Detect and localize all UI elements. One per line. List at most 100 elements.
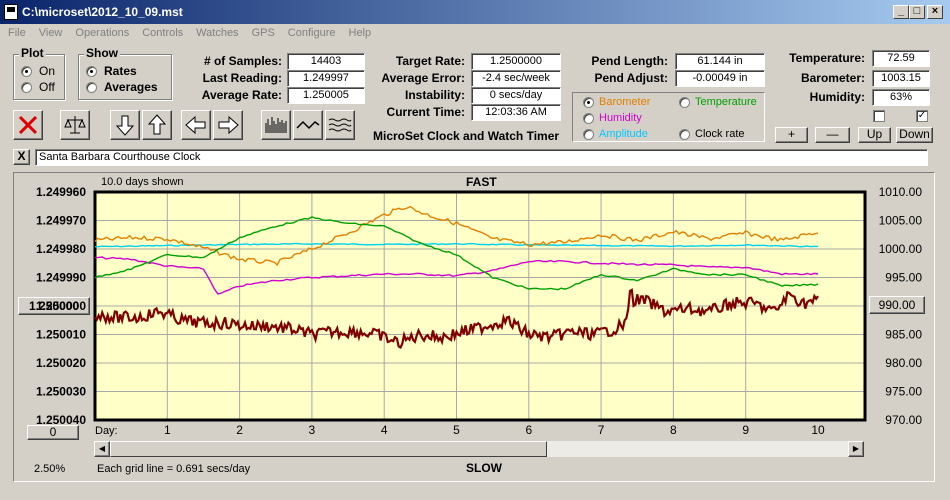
barometer-label: Barometer: (800, 71, 865, 85)
current-time-field: 12:03:36 AM (471, 104, 561, 121)
overlay-humidity-label: Humidity (599, 112, 642, 124)
maximize-button[interactable]: □ (909, 5, 925, 19)
overlay-humidity-radio[interactable] (583, 113, 594, 124)
clear-clock-name-button[interactable]: X (13, 149, 30, 165)
x-tick-label: 4 (381, 423, 388, 437)
overlay-temperature-radio[interactable] (679, 97, 690, 108)
scroll-reset-button[interactable]: 0 (27, 425, 79, 440)
right-tick-label: 985.00 (885, 328, 922, 342)
left-tick-label: 1.250000 (36, 299, 86, 313)
left-tick-label: 1.250030 (36, 385, 86, 399)
overlay-barometer-radio[interactable] (583, 97, 594, 108)
series-line-rate (94, 288, 819, 350)
right-tick-label: 1010.00 (879, 185, 923, 199)
menu-configure[interactable]: Configure (287, 27, 336, 39)
arrow-down-button[interactable] (110, 110, 140, 140)
last-reading-field: 1.249997 (287, 70, 365, 87)
menu-file[interactable]: File (8, 27, 26, 39)
multi-wave-icon (328, 118, 352, 132)
overlay-temperature-label: Temperature (695, 96, 757, 108)
scroll-left-arrow[interactable]: ◀ (94, 441, 110, 457)
series-line-amp (95, 242, 819, 248)
average-rate-label: Average Rate: (201, 88, 282, 102)
right-tick-label: 980.00 (885, 356, 922, 370)
menu-watches[interactable]: Watches (196, 27, 239, 39)
days-shown-label: 10.0 days shown (101, 176, 184, 188)
minus-button[interactable]: — (815, 127, 850, 143)
grid-note-label: Each grid line = 0.691 secs/day (97, 463, 251, 475)
arrow-up-button[interactable] (142, 110, 172, 140)
balance-scale-icon (64, 116, 86, 134)
histogram-icon (265, 117, 287, 133)
show-group-title: Show (84, 46, 120, 60)
scroll-right-arrow[interactable]: ▶ (848, 441, 864, 457)
plot-on-radio[interactable] (21, 66, 32, 77)
app-icon[interactable] (4, 4, 18, 20)
up-button[interactable]: Up (858, 127, 891, 143)
left-tick-label: 1.250010 (36, 328, 86, 342)
plus-button[interactable]: + (775, 127, 808, 143)
day-label: Day: (95, 425, 118, 437)
minimize-button[interactable]: _ (893, 5, 909, 19)
samples-label: # of Samples: (203, 54, 282, 68)
overlay-amplitude-label: Amplitude (599, 128, 648, 140)
series-line-baro (94, 205, 819, 267)
left-tick-label: 1.249970 (36, 214, 86, 228)
arrow-left-icon (185, 115, 206, 135)
show-rates-radio[interactable] (86, 66, 97, 77)
right-tick-label: 995.00 (885, 271, 922, 285)
scale-button[interactable] (60, 110, 90, 140)
red-x-icon (18, 115, 38, 135)
right-tick-label: 1000.00 (879, 242, 923, 256)
histogram-button[interactable] (261, 110, 291, 140)
overlay-barometer-label: Barometer (599, 96, 651, 108)
down-button[interactable]: Down (896, 127, 933, 143)
clear-button[interactable] (13, 110, 43, 140)
right-tick-label: 1005.00 (879, 214, 923, 228)
show-group (78, 54, 172, 100)
arrow-down-icon (115, 115, 135, 136)
arrow-right-button[interactable] (213, 110, 243, 140)
overlay-amplitude-radio[interactable] (583, 129, 594, 140)
scroll-thumb[interactable] (110, 441, 547, 457)
last-reading-label: Last Reading: (202, 71, 282, 85)
left-tick-label: 1.250020 (36, 356, 86, 370)
pend-adjust-field: -0.00049 in (675, 70, 765, 87)
slow-label: SLOW (466, 461, 502, 475)
x-tick-label: 2 (236, 423, 243, 437)
fast-label: FAST (466, 175, 497, 189)
barometer-field: 1003.15 (872, 70, 930, 87)
menu-gps[interactable]: GPS (251, 27, 275, 39)
target-rate-field[interactable]: 1.2500000 (471, 53, 561, 70)
overlay-clockrate-radio[interactable] (679, 129, 690, 140)
average-error-field: -2.4 sec/week (471, 70, 561, 87)
pend-length-field[interactable]: 61.144 in (675, 53, 765, 70)
right-checkbox[interactable]: ✓ (916, 110, 928, 122)
menu-help[interactable]: Help (348, 27, 372, 39)
window-close-button[interactable]: × (927, 5, 943, 19)
left-tick-label: 1.250040 (36, 413, 86, 427)
x-tick-label: 8 (670, 423, 677, 437)
right-axis-center-button[interactable]: 990.00 (869, 296, 925, 314)
overlay-clockrate-label: Clock rate (695, 128, 745, 140)
average-rate-field: 1.250005 (287, 87, 365, 104)
smooth-plot-button[interactable] (293, 110, 323, 140)
multi-trace-button[interactable] (325, 110, 355, 140)
menu-operations[interactable]: Operations (75, 27, 130, 39)
left-checkbox[interactable] (873, 110, 885, 122)
series-line-hum (94, 256, 819, 295)
clock-name-input[interactable]: Santa Barbara Courthouse Clock (35, 149, 928, 166)
show-averages-radio[interactable] (86, 82, 97, 93)
show-averages-label: Averages (104, 80, 158, 94)
plot-on-label: On (39, 64, 56, 78)
menu-view[interactable]: View (38, 27, 63, 39)
arrow-left-button[interactable] (181, 110, 211, 140)
current-time-label: Current Time: (386, 105, 465, 119)
arrow-up-icon (147, 114, 167, 135)
humidity-label: Humidity: (809, 90, 865, 104)
left-axis-center-button[interactable]: 1.250000 (18, 297, 90, 315)
overlay-select-box (572, 92, 765, 142)
plot-off-radio[interactable] (21, 82, 32, 93)
menu-controls[interactable]: Controls (142, 27, 184, 39)
